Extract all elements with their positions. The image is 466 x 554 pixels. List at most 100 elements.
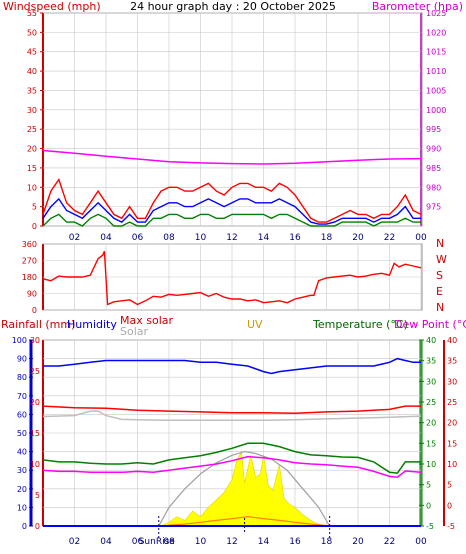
dewpoint-tick-label: 35	[447, 357, 457, 366]
humidity-tick-label: 30	[17, 466, 27, 475]
barometer-tick-label: 975	[426, 203, 441, 212]
humidity-tick-label: 50	[17, 429, 27, 438]
temperature-tick-label: 30	[426, 377, 436, 386]
wind-tick-label: 35	[27, 86, 37, 95]
temperature-x-tick-label: 08	[163, 537, 175, 547]
dewpoint-tick-label: -5	[447, 522, 455, 531]
temperature-line	[42, 405, 421, 414]
temperature-x-tick-label: 16	[289, 537, 301, 547]
barometer-tick-label: 1025	[426, 9, 446, 18]
dew-point-line	[42, 455, 422, 478]
barometer-tick-label: 1000	[426, 106, 446, 115]
wind-x-tick-label: 06	[132, 233, 144, 243]
rainfall-tick-label: 5	[35, 491, 40, 500]
barometer-axis-title: Barometer (hpa)	[372, 0, 463, 13]
temperature-tick-label: 35	[426, 357, 436, 366]
temperature-tick-label: 5	[426, 481, 431, 490]
temperature-x-tick-label: 04	[100, 537, 112, 547]
wind-x-tick-label: 00	[415, 233, 427, 243]
direction-tick-label: 0	[32, 306, 37, 315]
humidity-axis-title: Humidity	[67, 318, 117, 331]
humidity-tick-label: 90	[17, 355, 27, 364]
humidity-tick-label: 60	[17, 410, 27, 419]
compass-label: E	[436, 285, 443, 298]
gust-line	[42, 177, 422, 223]
dewpoint-tick-label: 0	[447, 501, 452, 510]
humidity-tick-label: 20	[17, 485, 27, 494]
temperature-tick-label: 10	[426, 460, 436, 469]
temperature-x-tick-label: 10	[195, 537, 207, 547]
humidity-tick-label: 10	[17, 503, 27, 512]
windspeed-axis-title: Windspeed (mph)	[3, 0, 101, 13]
humidity-tick-label: 0	[22, 522, 27, 531]
max-solar-legend: Max solar	[120, 314, 173, 327]
solar-reading-line	[42, 410, 422, 421]
wind-tick-label: 45	[27, 48, 37, 57]
barometer-tick-label: 985	[426, 164, 441, 173]
direction-tick-label: 360	[22, 240, 37, 249]
temperature-x-tick-label: 18	[321, 537, 333, 547]
dewpoint-tick-label: 20	[447, 419, 457, 428]
barometer-tick-label: 990	[426, 145, 441, 154]
rainfall-tick-label: 15	[30, 429, 40, 438]
barometer-tick-label: 1005	[426, 86, 446, 95]
temperature-x-tick-label: 22	[384, 537, 395, 547]
humidity-tick-label: 40	[17, 448, 27, 457]
wind-tick-label: 15	[27, 164, 37, 173]
direction-tick-label: 270	[22, 257, 37, 266]
temperature-tick-label: 40	[426, 336, 436, 345]
chart-title: 24 hour graph day : 20 October 2025	[130, 0, 336, 13]
temperature-tick-label: 25	[426, 398, 436, 407]
compass-label: N	[436, 237, 444, 250]
temperature-humidity-panel: Rainfall (mm) Humidity Max solar Solar U…	[1, 314, 466, 547]
barometer-tick-label: 995	[426, 125, 441, 134]
wind-x-tick-label: 10	[195, 233, 207, 243]
dewpoint-tick-label: 25	[447, 398, 457, 407]
wind_direction-line	[42, 251, 422, 306]
direction-tick-label: 180	[22, 273, 37, 282]
max-solar-curve	[158, 450, 331, 527]
humidity-tick-label: 100	[12, 336, 27, 345]
wind-tick-label: 0	[32, 222, 37, 231]
temperature-x-tick-label: 02	[69, 537, 80, 547]
wind-x-tick-label: 14	[258, 233, 270, 243]
temperature-tick-label: -5	[426, 522, 434, 531]
humidity-tick-label: 70	[17, 392, 27, 401]
wind-tick-label: 10	[27, 183, 37, 192]
rainfall-tick-label: 0	[35, 522, 40, 531]
dewpoint-tick-label: 40	[447, 336, 457, 345]
wind-tick-label: 20	[27, 145, 37, 154]
humidity-tick-label: 80	[17, 373, 27, 382]
rainfall-tick-label: 10	[30, 460, 40, 469]
solar-area	[160, 450, 327, 527]
wind-x-tick-label: 04	[100, 233, 112, 243]
dewpoint-tick-label: 5	[447, 481, 452, 490]
temperature-tick-label: 0	[426, 501, 431, 510]
wind-x-tick-label: 20	[352, 233, 364, 243]
rainfall-tick-label: 20	[30, 398, 40, 407]
wind-tick-label: 25	[27, 125, 37, 134]
dewpoint-tick-label: 15	[447, 439, 457, 448]
green-trace-line	[42, 442, 421, 474]
wind-x-tick-label: 08	[163, 233, 175, 243]
wind-tick-label: 50	[27, 28, 37, 37]
wind-tick-label: 40	[27, 67, 37, 76]
compass-label: W	[436, 253, 447, 266]
compass-label: S	[436, 269, 443, 282]
barometer-tick-label: 1020	[426, 28, 446, 37]
solar-legend: Solar	[120, 325, 149, 338]
wind-x-tick-label: 18	[321, 233, 333, 243]
lowest-line	[42, 213, 421, 227]
barometer-line	[42, 149, 422, 165]
temperature-x-tick-label: 20	[352, 537, 364, 547]
wind-tick-label: 30	[27, 106, 37, 115]
wind-tick-label: 5	[32, 203, 37, 212]
average-line	[42, 197, 421, 225]
temperature-x-tick-label: 14	[258, 537, 270, 547]
compass-label: N	[436, 301, 444, 314]
wind-x-tick-label: 02	[69, 233, 80, 243]
sunrise-label: SunRise	[139, 537, 176, 547]
rainfall-axis-title: Rainfall (mm)	[1, 318, 75, 331]
